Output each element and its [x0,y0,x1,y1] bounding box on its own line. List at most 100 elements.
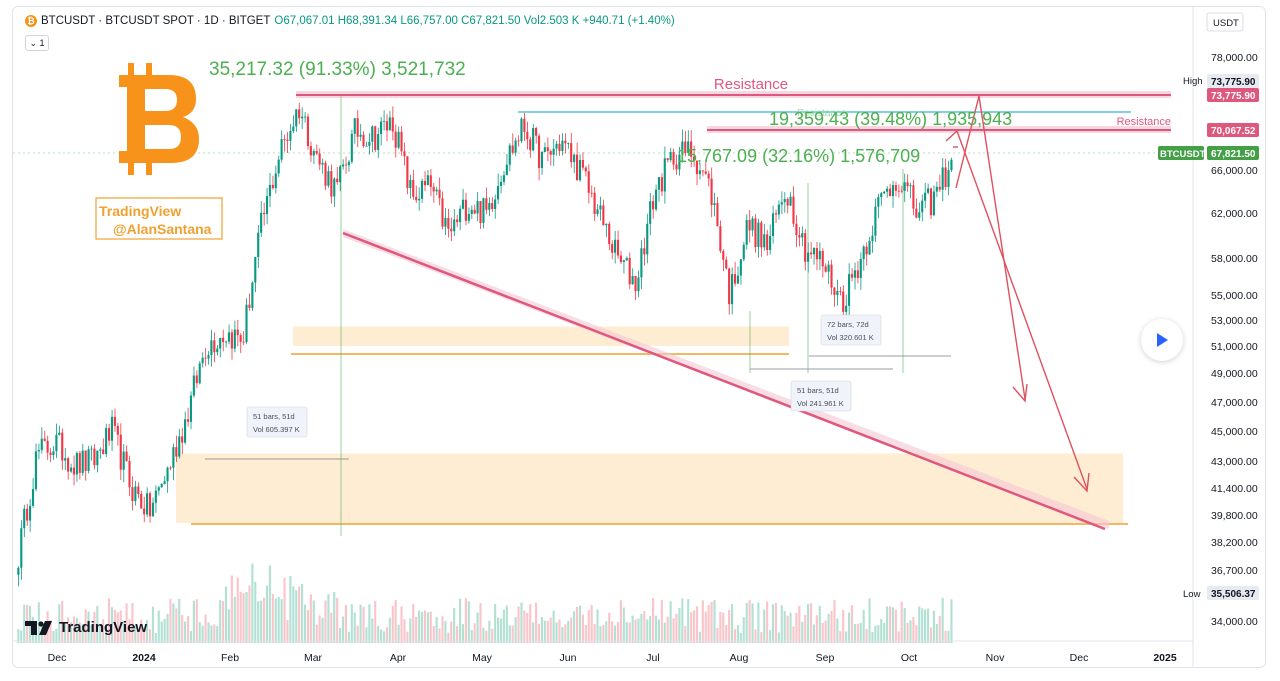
candle [257,232,260,258]
volume-bar [233,596,236,643]
volume-bar [315,624,318,643]
volume-bar [769,630,772,643]
candle [99,449,102,451]
volume-bar [862,609,865,643]
volume-bar [415,616,418,643]
volume-bar [842,609,845,643]
volume-bar [254,581,257,643]
bitcoin-logo-stem-bot-2 [146,161,152,175]
candle [409,179,412,189]
volume-bar [110,607,114,643]
candle [204,357,207,359]
volume-bar [795,612,798,643]
candle [713,203,716,206]
author-box-title: TradingView [99,203,181,219]
volume-bar [666,616,669,643]
candle [116,425,119,435]
volume-bar [783,611,786,643]
volume-bar [497,617,500,643]
candle [374,126,377,150]
candle [251,282,254,308]
volume-bar [649,615,652,643]
symbol-title[interactable]: BTCUSDT · BTCUSDT SPOT · 1D · BITGET [41,15,271,27]
volume-bar [245,591,248,643]
volume-bar [61,600,64,643]
candle [265,196,269,215]
support-zone-lower [176,453,1123,523]
volume-bar [353,612,356,643]
high-label: High [1183,76,1203,87]
volume-bar [839,631,842,643]
candle [213,340,216,353]
volume-bar [640,613,643,643]
collapse-legend-button[interactable]: ⌄ 1 [25,35,49,51]
volume-bar [412,603,415,643]
candle [385,121,388,131]
candle [707,173,710,179]
candle [605,223,608,226]
candle [119,434,122,470]
candle [631,275,634,285]
zones-layer [176,326,1128,525]
candle [441,198,444,227]
candle [912,185,915,209]
candle [458,208,462,223]
candle [69,467,73,472]
volume-bar [535,602,538,643]
volume-bar [84,609,87,643]
candle [731,274,734,305]
volume-bar [166,613,169,643]
candle [186,419,190,422]
volume-bar [821,622,824,643]
volume-bar [485,630,488,643]
volume-bar [766,601,769,643]
volume-bar [160,621,163,643]
descending-trendline [342,231,1106,531]
volume-bar [511,625,514,643]
candle [315,150,318,154]
volume-bar [491,628,494,643]
volume-bar [798,605,801,643]
volume-bar [456,626,459,643]
candle [792,196,795,224]
candle [517,140,520,142]
candle [201,357,204,364]
volume-bar [181,615,184,643]
replay-play-button[interactable] [1141,319,1183,361]
candle [499,181,503,186]
currency-box[interactable] [1206,12,1244,32]
candle [698,170,701,175]
tradingview-footer-logo[interactable]: TradingView [25,619,147,636]
volume-bar [312,600,315,643]
x-tick-label: Oct [901,652,917,664]
bitcoin-logo-stem-bot-1 [128,161,134,175]
candle [695,161,699,175]
volume-bar [105,624,108,643]
candle [523,118,526,132]
candle [692,156,696,162]
candle [453,219,456,232]
currency-label: USDT [1213,18,1239,29]
candle [236,329,239,336]
volume-bar [274,598,277,643]
volume-bar [438,628,441,643]
volume-bar [537,623,541,643]
author-box [95,197,223,240]
volume-bar [467,601,470,643]
volume-bar [239,591,242,643]
volume-bar [292,586,295,643]
candle [292,126,295,132]
candle [339,166,342,183]
volume-bar [224,586,228,643]
candle [497,185,500,200]
candle [777,204,780,215]
volume-bar [49,620,52,643]
volume-bar [935,624,938,643]
volume-bar [382,631,386,643]
volume-bar [444,621,447,643]
volume-bar [692,610,696,643]
volume-bar [324,600,327,643]
candle [380,121,383,135]
price-chart[interactable]: 35,217.32 (91.33%) 3,521,732 Resistance Re… [13,7,1266,668]
x-tick-label: Dec [1070,652,1089,664]
